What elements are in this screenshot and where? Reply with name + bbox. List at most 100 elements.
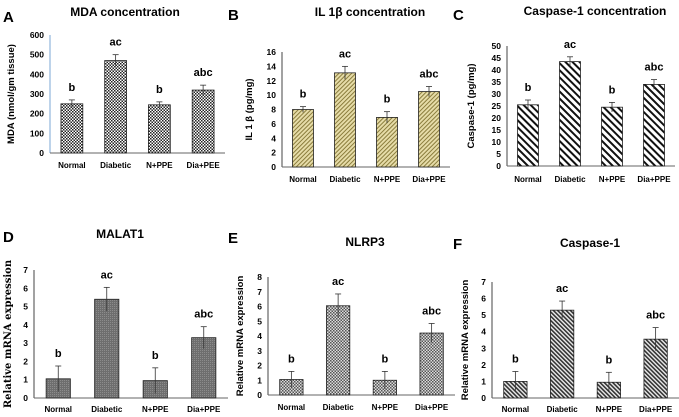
panel-b: B IL 1β concentration IL 1 β (pg/mg) 0 2 4 6 8 1… — [228, 5, 450, 184]
significance-label: abc — [194, 309, 213, 321]
x-tick-label: N+PPE — [146, 161, 173, 170]
significance-label: ac — [332, 276, 344, 288]
x-tick-label: Normal — [514, 175, 542, 184]
chart-title: Caspase-1 — [560, 236, 620, 250]
y-tick-label: 10 — [267, 90, 277, 100]
x-tick-label: N+PPE — [142, 405, 169, 414]
y-tick-label: 2 — [23, 356, 28, 366]
y-tick-label: 0 — [481, 393, 486, 403]
x-tick-label: Normal — [289, 175, 317, 184]
significance-label: b — [609, 84, 616, 96]
x-tick-label: Diabetic — [91, 405, 123, 414]
panel-e: E NLRP3 Relative mRNA expression 0 1 2 3 4 5 6 7 8 b… — [228, 230, 455, 412]
bar — [643, 84, 665, 167]
y-tick-label: 8 — [257, 272, 262, 282]
y-tick-label: 2 — [257, 361, 262, 371]
significance-label: ac — [556, 283, 568, 295]
panel-letter: C — [453, 7, 464, 24]
y-tick-label: 300 — [30, 89, 44, 99]
y-tick-label: 6 — [271, 119, 276, 129]
y-tick-label: 6 — [257, 302, 262, 312]
bar — [60, 103, 84, 154]
y-tick-label: 30 — [492, 89, 502, 99]
y-tick-label: 45 — [492, 53, 502, 63]
x-tick-label: Diabetic — [329, 175, 361, 184]
y-tick-label: 12 — [267, 76, 277, 86]
bar — [191, 89, 215, 154]
panel-letter: E — [228, 230, 238, 247]
y-tick-label: 6 — [481, 294, 486, 304]
y-axis-label: Relative mRNA expression — [3, 259, 14, 408]
significance-label: b — [525, 82, 532, 94]
panel-d: D MALAT1 Relative mRNA expression 0 1 2 3 4 5 6 7 b… — [3, 227, 228, 414]
significance-label: abc — [646, 310, 665, 322]
significance-label: abc — [420, 69, 439, 81]
y-axis-label: Caspase-1 (pg/mg) — [466, 64, 477, 149]
x-tick-label: Dia+PPE — [187, 405, 221, 414]
y-tick-label: 2 — [271, 148, 276, 158]
bar — [376, 117, 398, 168]
y-tick-label: 8 — [271, 105, 276, 115]
y-tick-label: 0 — [271, 162, 276, 172]
x-tick-label: Diabetic — [323, 403, 355, 412]
y-tick-label: 16 — [267, 47, 277, 57]
y-tick-label: 25 — [492, 101, 502, 111]
y-tick-label: 100 — [30, 128, 44, 138]
y-tick-label: 5 — [496, 149, 501, 159]
y-tick-label: 14 — [267, 61, 277, 71]
y-tick-label: 5 — [23, 302, 28, 312]
panel-letter: B — [228, 7, 239, 24]
significance-label: abc — [422, 305, 441, 317]
significance-label: b — [300, 89, 307, 101]
x-tick-label: Normal — [278, 403, 306, 412]
x-tick-label: Dia+PPE — [412, 175, 446, 184]
bar — [94, 298, 120, 399]
y-tick-label: 0 — [257, 390, 262, 400]
y-tick-label: 1 — [481, 376, 486, 386]
panel-c: C Caspase-1 concentration Caspase-1 (pg/mg… — [453, 4, 675, 184]
y-tick-label: 1 — [23, 375, 28, 385]
panel-a: A MDA concentration MDA (nmol/gm tissue) 0 1… — [3, 5, 225, 170]
x-tick-label: Dia+PEE — [187, 161, 221, 170]
y-tick-label: 3 — [481, 343, 486, 353]
bar — [148, 104, 171, 154]
chart-title: MALAT1 — [96, 227, 144, 241]
x-tick-label: Dia+PPE — [637, 175, 671, 184]
bar — [550, 309, 575, 399]
bar — [418, 91, 440, 168]
chart-title: IL 1β concentration — [315, 5, 425, 19]
y-tick-label: 6 — [23, 283, 28, 293]
y-tick-label: 600 — [30, 30, 44, 40]
y-tick-label: 4 — [23, 320, 28, 330]
x-tick-label: N+PPE — [374, 175, 401, 184]
x-tick-label: Diabetic — [547, 405, 579, 414]
x-tick-label: N+PPE — [372, 403, 399, 412]
y-tick-label: 7 — [23, 265, 28, 275]
significance-label: abc — [645, 62, 664, 74]
bar — [517, 104, 539, 167]
y-tick-label: 50 — [492, 41, 502, 51]
bar — [104, 60, 127, 154]
panel-letter: D — [3, 229, 14, 246]
x-tick-label: Normal — [44, 405, 72, 414]
y-axis-label: Relative mRNA expression — [235, 276, 246, 397]
y-tick-label: 2 — [481, 360, 486, 370]
panel-f: F Caspase-1 Relative mRNA expression 0 1 2 3 4 5… — [453, 236, 679, 414]
bar — [334, 72, 356, 168]
y-tick-label: 5 — [481, 310, 486, 320]
significance-label: b — [156, 84, 163, 96]
chart-title: NLRP3 — [345, 235, 385, 249]
significance-label: b — [69, 82, 76, 94]
y-tick-label: 20 — [492, 113, 502, 123]
y-tick-label: 7 — [257, 287, 262, 297]
y-tick-label: 0 — [23, 393, 28, 403]
significance-label: b — [512, 353, 519, 365]
x-tick-label: Normal — [502, 405, 530, 414]
y-axis-label: MDA (nmol/gm tissue) — [6, 44, 17, 144]
y-tick-label: 400 — [30, 69, 44, 79]
bar — [292, 109, 314, 168]
y-tick-label: 1 — [257, 375, 262, 385]
x-tick-label: Dia+PPE — [639, 405, 673, 414]
x-tick-label: Diabetic — [554, 175, 586, 184]
bar — [601, 106, 623, 167]
